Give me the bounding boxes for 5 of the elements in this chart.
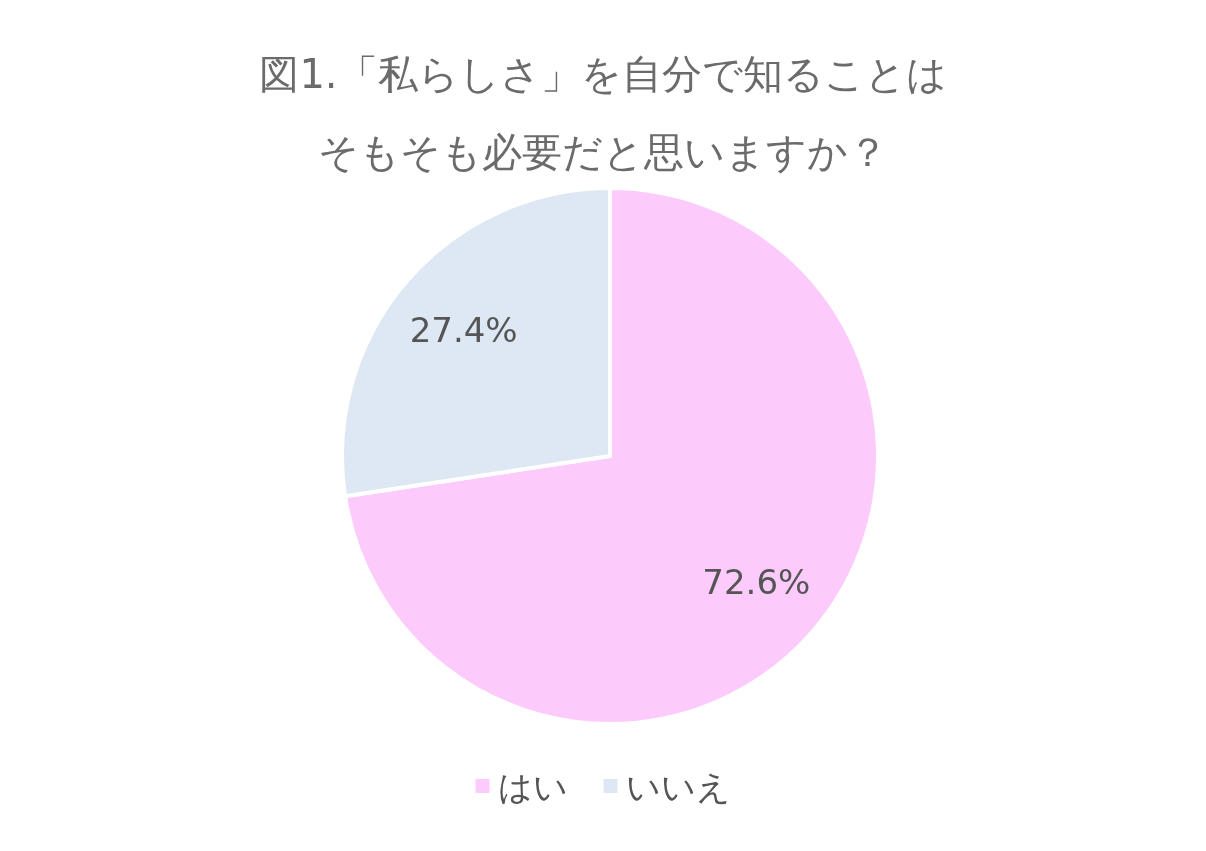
data-label: 27.4% bbox=[409, 310, 518, 351]
legend-label: はい bbox=[497, 767, 568, 807]
data-label: 72.6% bbox=[702, 561, 811, 602]
chart-title: 図1.「私らしさ」を自分で知ることはそもそも必要だと思いますか？ bbox=[259, 51, 947, 175]
legend-label: いいえ bbox=[625, 767, 731, 807]
